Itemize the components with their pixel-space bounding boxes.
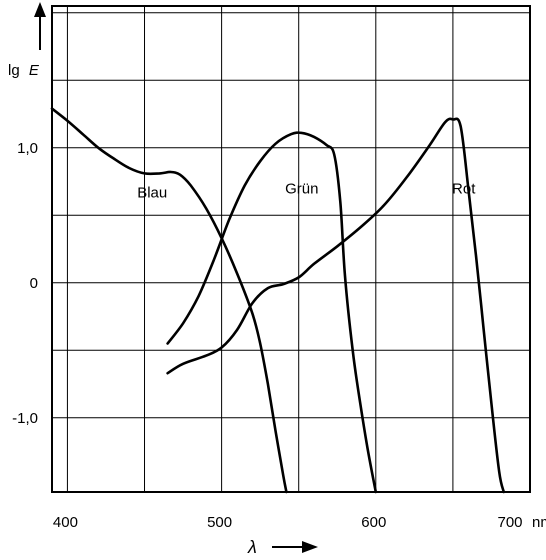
x-tick-labels: 400 500 600 700 nm [53,514,546,531]
x-tick-label: 400 [53,514,78,531]
series-label-rot: Rot [452,181,476,198]
grid [52,6,531,492]
series-label-gr-n: Grün [285,181,318,198]
x-tick-label: 700 [497,514,522,531]
x-axis-arrow-head [302,541,318,553]
series-line-blau [50,107,288,494]
y-tick-label: 1,0 [17,140,38,157]
plot-frame [51,5,531,493]
series-label-blau: Blau [137,185,167,202]
series-labels: Blau Grün Rot [137,181,476,202]
x-axis-label: λ [247,537,257,557]
series-group [50,107,506,494]
y-tick-label: -1,0 [12,410,38,427]
x-tick-label: 500 [207,514,232,531]
y-axis-arrow-head [34,2,46,17]
x-tick-label: 600 [361,514,386,531]
series-line-gr-n [166,131,378,494]
y-axis-label: lg E [8,62,40,79]
y-tick-labels: 1,0 0 -1,0 [12,140,38,427]
y-tick-label: 0 [30,275,38,292]
series-line-rot [166,117,506,494]
x-unit-label: nm [532,514,546,531]
